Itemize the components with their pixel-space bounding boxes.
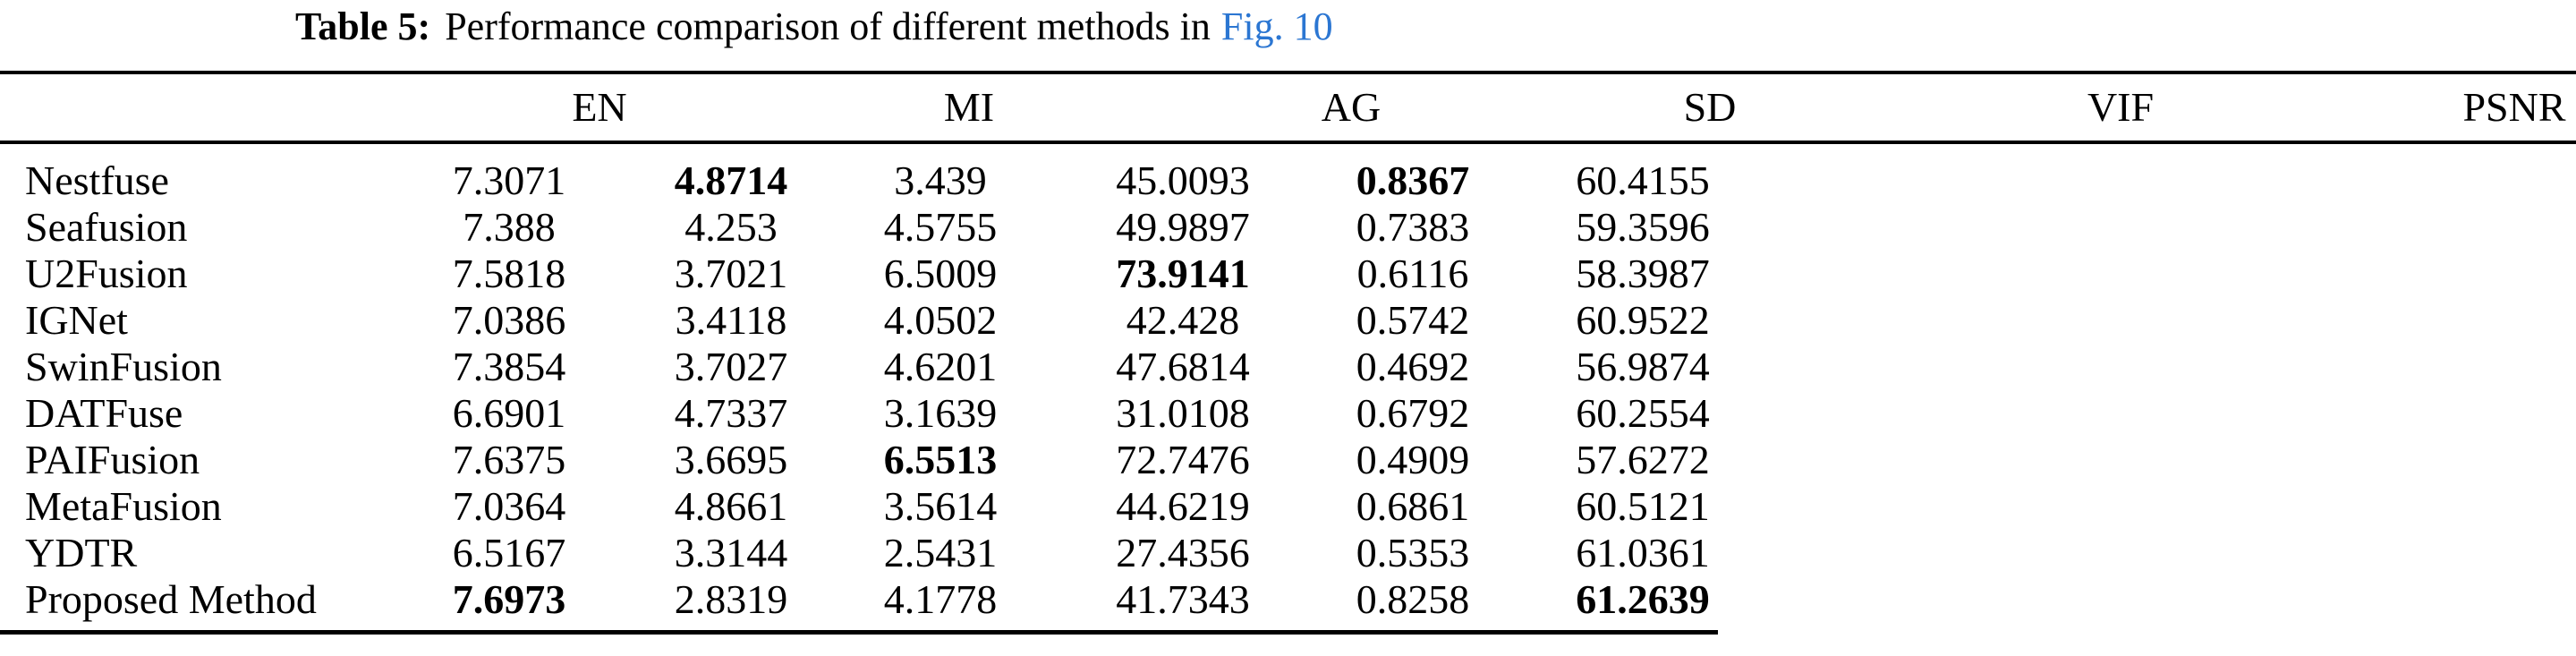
value-cell: 3.439 [894,158,987,203]
value-cell: 61.0361 [1576,530,1710,575]
value-cell: 4.0502 [883,297,998,343]
value-cell: 0.5742 [1356,297,1470,343]
caption-text: Performance comparison of different meth… [445,4,1211,48]
value-cell: 44.6219 [1116,483,1250,529]
value-cell: 73.9141 [1116,251,1250,296]
value-cell: 57.6272 [1576,437,1710,482]
column-header-vif: VIF [2087,84,2155,130]
table-top-rule [0,71,2576,74]
table-row: SwinFusion 7.3854 3.7027 4.6201 47.6814 0.469… [0,344,2576,390]
table-row: U2Fusion 7.5818 3.7021 6.5009 73.9141 0.6116 5… [0,251,2576,297]
value-cell: 7.6375 [452,437,566,482]
column-header-en: EN [572,84,627,130]
value-cell: 7.0386 [452,297,566,343]
value-cell: 0.4909 [1356,437,1470,482]
value-cell: 60.2554 [1576,390,1710,436]
method-name: Seafusion [25,204,188,250]
method-name: IGNet [25,297,128,343]
column-header-mi: MI [943,84,995,130]
table-header-row: EN MI AG SD VIF PSNR [0,82,2576,132]
value-cell: 7.6973 [452,576,566,622]
value-cell: 0.4692 [1356,344,1470,389]
value-cell: 3.5614 [883,483,998,529]
method-name: Proposed Method [25,576,317,622]
method-name: MetaFusion [25,483,222,529]
value-cell: 0.5353 [1356,530,1470,575]
table-row: PAIFusion 7.6375 3.6695 6.5513 72.7476 0.4909… [0,437,2576,483]
value-cell: 61.2639 [1576,576,1710,622]
value-cell: 4.253 [684,204,778,250]
value-cell: 7.0364 [452,483,566,529]
value-cell: 3.7021 [674,251,788,296]
value-cell: 3.7027 [674,344,788,389]
table-bottom-rule [0,630,1718,635]
value-cell: 3.1639 [883,390,998,436]
method-name: PAIFusion [25,437,200,482]
value-cell: 6.6901 [452,390,566,436]
method-name: YDTR [25,530,138,575]
value-cell: 3.3144 [674,530,788,575]
value-cell: 7.3071 [452,158,566,203]
fig-10-link[interactable]: Fig. 10 [1220,4,1333,48]
column-header-sd: SD [1683,84,1737,130]
value-cell: 2.8319 [674,576,788,622]
value-cell: 0.8367 [1356,158,1470,203]
value-cell: 2.5431 [883,530,998,575]
value-cell: 27.4356 [1116,530,1250,575]
table-row: Seafusion 7.388 4.253 4.5755 49.9897 0.7383 59… [0,204,2576,251]
value-cell: 72.7476 [1116,437,1250,482]
value-cell: 6.5513 [883,437,998,482]
value-cell: 56.9874 [1576,344,1710,389]
value-cell: 4.7337 [674,390,788,436]
value-cell: 60.4155 [1576,158,1710,203]
value-cell: 0.7383 [1356,204,1470,250]
value-cell: 45.0093 [1116,158,1250,203]
value-cell: 59.3596 [1576,204,1710,250]
table-caption: Table 5: Performance comparison of differ… [295,2,1333,52]
table-row: DATFuse 6.6901 4.7337 3.1639 31.0108 0.6792 60… [0,390,2576,437]
column-header-psnr: PSNR [2462,84,2566,130]
value-cell: 0.8258 [1356,576,1470,622]
table-row: YDTR 6.5167 3.3144 2.5431 27.4356 0.5353 61.03… [0,530,2576,576]
value-cell: 4.8714 [674,158,788,203]
value-cell: 60.5121 [1576,483,1710,529]
method-name: SwinFusion [25,344,222,389]
value-cell: 3.6695 [674,437,788,482]
table-header-rule [0,141,2576,144]
value-cell: 4.5755 [883,204,998,250]
value-cell: 7.388 [463,204,556,250]
value-cell: 0.6116 [1356,251,1469,296]
method-name: U2Fusion [25,251,188,296]
value-cell: 4.8661 [674,483,788,529]
method-name: DATFuse [25,390,183,436]
table-row: IGNet 7.0386 3.4118 4.0502 42.428 0.5742 60.95… [0,297,2576,344]
value-cell: 7.5818 [452,251,566,296]
value-cell: 6.5009 [883,251,998,296]
value-cell: 7.3854 [452,344,566,389]
value-cell: 41.7343 [1116,576,1250,622]
table-row: MetaFusion 7.0364 4.8661 3.5614 44.6219 0.686… [0,483,2576,530]
value-cell: 4.1778 [883,576,998,622]
value-cell: 4.6201 [883,344,998,389]
value-cell: 6.5167 [452,530,566,575]
value-cell: 47.6814 [1116,344,1250,389]
value-cell: 58.3987 [1576,251,1710,296]
value-cell: 3.4118 [675,297,787,343]
table-row: Nestfuse 7.3071 4.8714 3.439 45.0093 0.8367 60… [0,158,2576,204]
value-cell: 60.9522 [1576,297,1710,343]
caption-label: Table 5: [295,4,431,48]
value-cell: 0.6792 [1356,390,1470,436]
value-cell: 42.428 [1126,297,1240,343]
value-cell: 0.6861 [1356,483,1470,529]
value-cell: 49.9897 [1116,204,1250,250]
table-row: Proposed Method 7.6973 2.8319 4.1778 41.7343… [0,576,2576,623]
column-header-ag: AG [1321,84,1382,130]
method-name: Nestfuse [25,158,169,203]
value-cell: 31.0108 [1116,390,1250,436]
